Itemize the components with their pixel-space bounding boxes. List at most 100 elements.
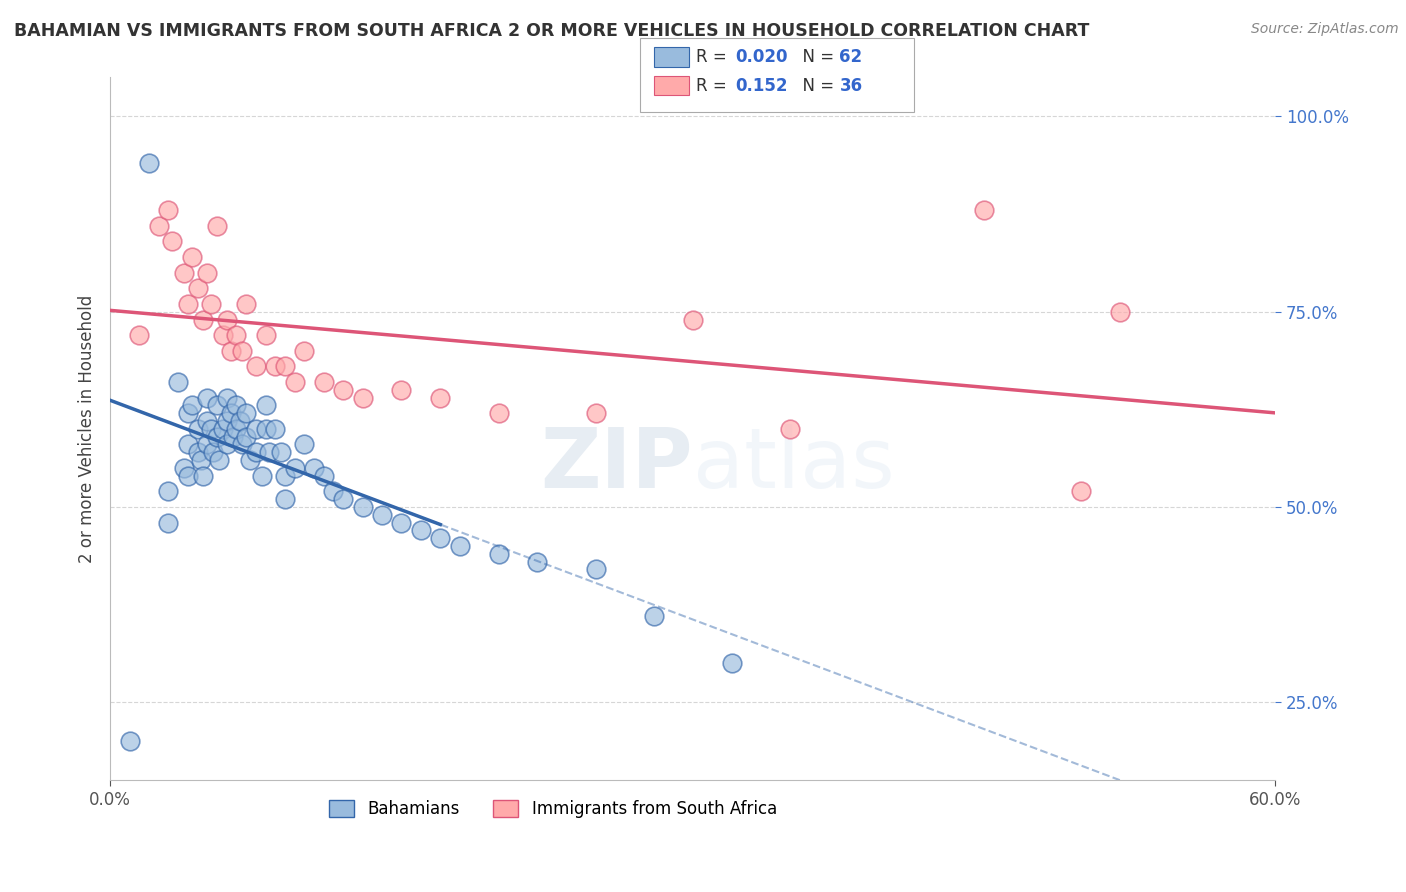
- Point: [352, 391, 374, 405]
- Point: [231, 343, 253, 358]
- Point: [205, 399, 228, 413]
- Point: [274, 359, 297, 374]
- Text: atlas: atlas: [693, 424, 894, 505]
- Point: [118, 734, 141, 748]
- Point: [177, 406, 200, 420]
- Point: [409, 524, 432, 538]
- Point: [332, 383, 354, 397]
- Point: [200, 297, 222, 311]
- Point: [187, 281, 209, 295]
- Point: [429, 391, 451, 405]
- Point: [190, 453, 212, 467]
- Point: [292, 343, 315, 358]
- Point: [250, 468, 273, 483]
- Point: [371, 508, 394, 522]
- Text: Source: ZipAtlas.com: Source: ZipAtlas.com: [1251, 22, 1399, 37]
- Point: [270, 445, 292, 459]
- Point: [322, 484, 344, 499]
- Point: [302, 461, 325, 475]
- Point: [585, 406, 607, 420]
- Point: [177, 297, 200, 311]
- Text: 62: 62: [839, 48, 862, 66]
- Point: [195, 391, 218, 405]
- Point: [211, 422, 233, 436]
- Point: [202, 445, 225, 459]
- Point: [245, 445, 267, 459]
- Point: [193, 468, 215, 483]
- Point: [211, 328, 233, 343]
- Point: [231, 437, 253, 451]
- Point: [429, 531, 451, 545]
- Point: [312, 468, 335, 483]
- Point: [225, 399, 247, 413]
- Text: 0.020: 0.020: [735, 48, 787, 66]
- Point: [177, 468, 200, 483]
- Point: [332, 492, 354, 507]
- Text: R =: R =: [696, 48, 733, 66]
- Point: [391, 516, 413, 530]
- Point: [235, 297, 257, 311]
- Point: [215, 312, 238, 326]
- Point: [488, 406, 510, 420]
- Point: [245, 359, 267, 374]
- Point: [187, 422, 209, 436]
- Point: [254, 399, 277, 413]
- Point: [180, 250, 202, 264]
- Point: [177, 437, 200, 451]
- Text: 0.152: 0.152: [735, 77, 787, 95]
- Point: [391, 383, 413, 397]
- Point: [973, 203, 995, 218]
- Point: [167, 375, 190, 389]
- Point: [274, 492, 297, 507]
- Point: [219, 406, 242, 420]
- Legend: Bahamians, Immigrants from South Africa: Bahamians, Immigrants from South Africa: [322, 793, 783, 825]
- Point: [215, 437, 238, 451]
- Point: [208, 453, 231, 467]
- Point: [264, 359, 287, 374]
- Point: [162, 235, 184, 249]
- Point: [239, 453, 262, 467]
- Point: [173, 461, 195, 475]
- Point: [235, 406, 257, 420]
- Point: [215, 414, 238, 428]
- Point: [187, 445, 209, 459]
- Point: [157, 516, 180, 530]
- Point: [312, 375, 335, 389]
- Point: [229, 414, 252, 428]
- Point: [157, 484, 180, 499]
- Point: [195, 437, 218, 451]
- Point: [585, 562, 607, 576]
- Point: [720, 656, 742, 670]
- Point: [205, 219, 228, 233]
- Point: [274, 468, 297, 483]
- Point: [200, 422, 222, 436]
- Point: [128, 328, 150, 343]
- Point: [215, 391, 238, 405]
- Point: [292, 437, 315, 451]
- Point: [254, 328, 277, 343]
- Point: [352, 500, 374, 514]
- Text: R =: R =: [696, 77, 733, 95]
- Point: [195, 266, 218, 280]
- Point: [157, 203, 180, 218]
- Point: [221, 430, 243, 444]
- Text: 36: 36: [839, 77, 862, 95]
- Point: [284, 375, 307, 389]
- Point: [449, 539, 471, 553]
- Text: BAHAMIAN VS IMMIGRANTS FROM SOUTH AFRICA 2 OR MORE VEHICLES IN HOUSEHOLD CORRELA: BAHAMIAN VS IMMIGRANTS FROM SOUTH AFRICA…: [14, 22, 1090, 40]
- Text: ZIP: ZIP: [540, 424, 693, 505]
- Point: [225, 328, 247, 343]
- Point: [205, 430, 228, 444]
- Point: [254, 422, 277, 436]
- Point: [643, 609, 665, 624]
- Point: [173, 266, 195, 280]
- Point: [259, 445, 281, 459]
- Point: [225, 422, 247, 436]
- Point: [219, 343, 242, 358]
- Text: N =: N =: [792, 77, 839, 95]
- Point: [193, 312, 215, 326]
- Point: [180, 399, 202, 413]
- Point: [138, 156, 160, 170]
- Point: [1109, 304, 1132, 318]
- Point: [284, 461, 307, 475]
